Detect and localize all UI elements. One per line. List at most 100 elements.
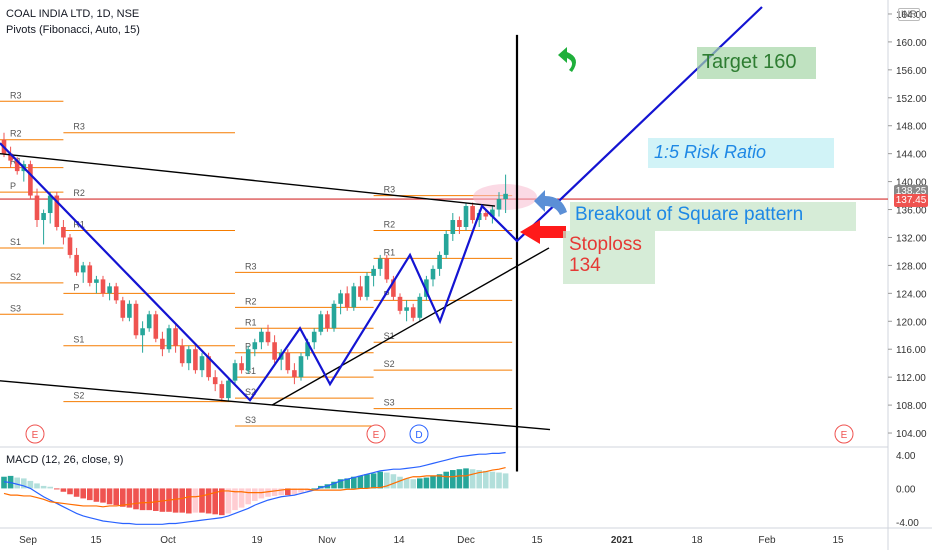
macd-hist-bar <box>469 469 476 489</box>
macd-hist-bar <box>199 488 205 513</box>
candle-body <box>272 342 277 360</box>
candle-body <box>179 345 185 364</box>
macd-hist-bar <box>159 488 166 512</box>
candle-body <box>463 206 469 227</box>
price-tick-label: 164.00 <box>896 10 927 21</box>
candle-body <box>87 265 93 283</box>
macd-hist-bar <box>265 488 271 497</box>
target-box <box>697 47 816 79</box>
macd-hist-bar <box>436 474 443 489</box>
candle-body <box>292 370 297 378</box>
stoploss-value: 134 <box>569 255 601 276</box>
breakout-annotation: Breakout of Square pattern <box>575 204 804 225</box>
macd-hist-bar <box>311 488 317 490</box>
pivot-label: R3 <box>245 261 257 271</box>
candle-body <box>470 206 475 221</box>
candle-body <box>160 338 165 350</box>
macd-line <box>3 451 506 525</box>
pivot-label: R2 <box>73 188 85 198</box>
candle-body <box>344 293 350 308</box>
macd-hist-bar <box>54 488 60 490</box>
price-tick-label: 120.00 <box>896 317 927 328</box>
breakout-arrow-icon <box>534 190 567 215</box>
macd-hist-bar <box>417 478 423 489</box>
candle-body <box>259 331 264 343</box>
dividend-marker: D <box>409 424 429 444</box>
macd-hist-bar <box>377 471 383 489</box>
macd-hist-bar <box>186 488 192 514</box>
candle-body <box>107 286 112 294</box>
price-tick-label: 128.00 <box>896 261 927 272</box>
macd-hist-bar <box>47 486 53 489</box>
price-tick-label: 160.00 <box>896 38 927 49</box>
price-tick-label: 104.00 <box>896 429 927 440</box>
macd-hist-bar <box>179 488 185 513</box>
candle-body <box>450 220 456 234</box>
macd-hist-bar <box>476 470 482 489</box>
breakout-box <box>570 202 856 231</box>
trend-line-upper <box>0 152 496 207</box>
macd-hist-bar <box>60 488 67 492</box>
macd-hist-bar <box>443 471 449 489</box>
candle-body <box>226 380 231 399</box>
symbol-title: COAL INDIA LTD, 1D, NSE <box>6 8 140 20</box>
candle-body <box>384 258 390 280</box>
candle-body <box>285 352 291 371</box>
pivot-label: S2 <box>384 359 395 369</box>
pivot-label: R1 <box>384 247 396 257</box>
macd-hist-bar <box>450 470 456 489</box>
candle-body <box>47 195 53 214</box>
macd-hist-bar <box>80 488 86 499</box>
time-tick-label: 15 <box>531 535 543 546</box>
stoploss-label: Stoploss <box>569 234 642 255</box>
svg-text:E: E <box>373 430 380 441</box>
time-tick-label: 15 <box>90 535 102 546</box>
pivots-indicator-label[interactable]: Pivots (Fibonacci, Auto, 15) <box>6 24 140 36</box>
macd-hist-bar <box>337 479 344 489</box>
candle-body <box>430 268 436 280</box>
macd-hist-bar <box>357 475 364 489</box>
macd-indicator-label[interactable]: MACD (12, 26, close, 9) <box>6 454 124 466</box>
pivot-label: P <box>73 282 79 292</box>
macd-hist-bar <box>423 477 430 489</box>
pivot-label: S3 <box>384 398 395 408</box>
candle-body <box>166 328 172 350</box>
signal-line <box>3 466 506 508</box>
pivot-label: S3 <box>10 303 21 313</box>
price-tick-label: 140.00 <box>896 178 927 189</box>
candle-body <box>173 328 178 346</box>
macd-hist-bar <box>126 488 133 508</box>
candle-body <box>371 268 376 276</box>
earnings-markers: E E E <box>25 424 854 444</box>
candle-body <box>331 303 337 329</box>
pivot-label: S2 <box>245 387 256 397</box>
macd-hist-bar <box>463 468 469 489</box>
macd-hist-bar <box>489 471 496 489</box>
macd-hist-bar <box>113 488 119 506</box>
candle-body <box>127 303 132 318</box>
candle-body <box>397 296 403 311</box>
candle-body <box>232 363 238 381</box>
time-tick-label: 2021 <box>611 535 634 546</box>
candle-body <box>457 220 462 227</box>
time-tick-label: Dec <box>457 535 475 546</box>
square-pattern-lines <box>0 6 763 402</box>
price-tick-label: 124.00 <box>896 289 927 300</box>
up-arrow-icon <box>558 47 576 72</box>
price-tick-label: 136.00 <box>896 206 927 217</box>
macd-hist-bar <box>364 474 370 489</box>
macd-hist-bar <box>278 488 284 496</box>
svg-text:E: E <box>32 430 39 441</box>
candle-body <box>113 286 119 301</box>
currency-badge[interactable]: INR <box>898 8 920 21</box>
pivot-label: P <box>10 181 16 191</box>
candle-body <box>490 209 495 217</box>
stoploss-annotation: Stoploss 134 <box>569 234 642 276</box>
time-tick-label: 18 <box>691 535 703 546</box>
candle-body <box>212 377 218 385</box>
pivot-label: S2 <box>10 272 21 282</box>
candle-body <box>153 314 159 339</box>
candle-body <box>298 356 304 378</box>
macd-hist-bar <box>502 473 509 489</box>
